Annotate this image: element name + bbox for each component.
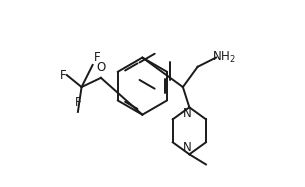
Text: O: O: [96, 61, 106, 74]
Text: N: N: [183, 141, 192, 154]
Text: F: F: [94, 51, 101, 64]
Text: F: F: [60, 69, 66, 82]
Text: NH$_2$: NH$_2$: [212, 50, 235, 65]
Text: F: F: [75, 96, 81, 109]
Text: N: N: [183, 107, 192, 120]
